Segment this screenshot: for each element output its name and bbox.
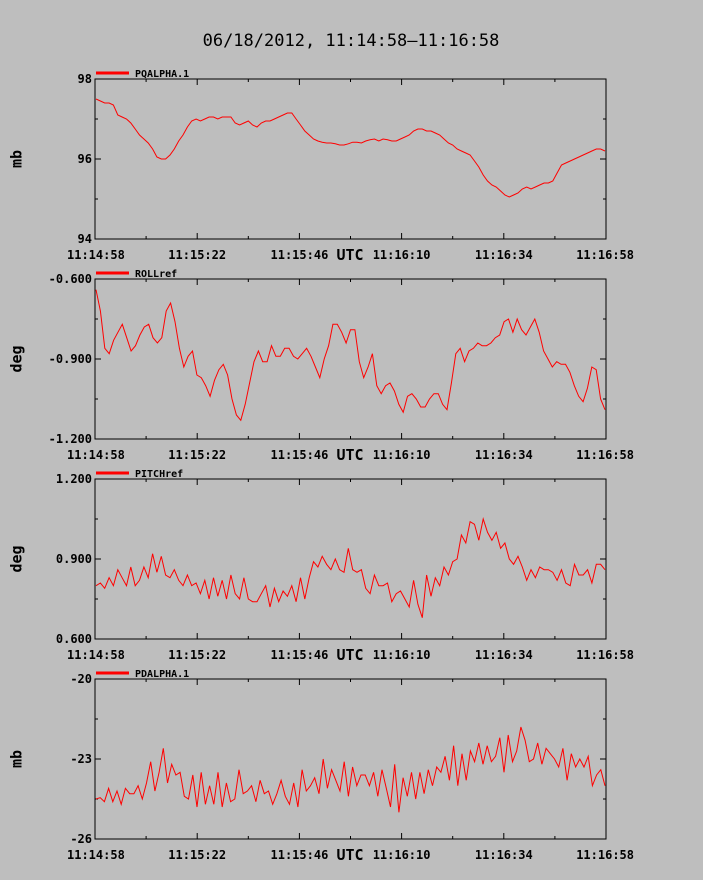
y-axis-label: deg xyxy=(8,545,26,572)
y-tick-label: 96 xyxy=(78,152,92,166)
x-tick-label: 11:16:58 xyxy=(576,648,634,662)
x-tick-label: 11:16:10 xyxy=(373,448,431,462)
legend-label: PQALPHA.1 xyxy=(135,69,189,80)
plot-frame xyxy=(94,78,607,240)
y-tick-label: -1.200 xyxy=(49,432,92,446)
chart-panels: PQALPHA.1 mb 98 96 94 11:14:58 11:15:22 11:15:4… xyxy=(8,69,635,864)
y-tick-label: 98 xyxy=(78,72,92,86)
chart-panel-3: PITCHref deg 1.200 0.900 0.600 11:14:58 11:15:… xyxy=(8,469,635,664)
x-tick-label: 11:16:10 xyxy=(373,248,431,262)
x-tick-label: 11:14:58 xyxy=(67,248,125,262)
x-tick-label: 11:15:22 xyxy=(168,248,226,262)
y-tick-label: 0.900 xyxy=(56,552,92,566)
x-tick-label: 11:16:34 xyxy=(475,248,533,262)
x-tick-label: 11:15:22 xyxy=(168,848,226,862)
x-tick-label: 11:15:46 xyxy=(271,448,329,462)
chart-panel-4: PDALPHA.1 mb -20 -23 -26 11:14:58 11:15:22 11:1… xyxy=(8,669,635,864)
x-axis-title: UTC xyxy=(336,646,363,664)
x-tick-label: 11:15:46 xyxy=(271,848,329,862)
y-axis-label: mb xyxy=(8,750,26,768)
x-axis-title: UTC xyxy=(336,846,363,864)
x-tick-label: 11:15:22 xyxy=(168,648,226,662)
x-tick-label: 11:15:46 xyxy=(271,648,329,662)
series-line xyxy=(95,289,606,422)
y-tick-label: 94 xyxy=(78,232,92,246)
y-tick-label: -0.600 xyxy=(49,272,92,286)
series-line xyxy=(95,98,606,198)
x-axis-title: UTC xyxy=(336,246,363,264)
page-title: 06/18/2012, 11:14:58–11:16:58 xyxy=(203,31,500,51)
x-tick-label: 11:14:58 xyxy=(67,848,125,862)
x-tick-label: 11:16:58 xyxy=(576,248,634,262)
chart-panel-1: PQALPHA.1 mb 98 96 94 11:14:58 11:15:22 11:15:4… xyxy=(8,69,635,264)
x-tick-label: 11:16:58 xyxy=(576,848,634,862)
series-line xyxy=(95,517,606,618)
x-tick-label: 11:16:34 xyxy=(475,848,533,862)
y-axis-label: deg xyxy=(8,345,26,372)
x-tick-label: 11:16:34 xyxy=(475,448,533,462)
y-tick-label: -26 xyxy=(70,832,92,846)
plot-frame xyxy=(94,678,607,840)
y-tick-label: -20 xyxy=(70,672,92,686)
plot-frame xyxy=(94,278,607,440)
y-tick-label: -0.900 xyxy=(49,352,92,366)
legend-label: PITCHref xyxy=(135,469,183,480)
series-line xyxy=(95,726,606,813)
y-tick-label: -23 xyxy=(70,752,92,766)
x-tick-label: 11:16:10 xyxy=(373,648,431,662)
x-tick-label: 11:16:34 xyxy=(475,648,533,662)
y-tick-label: 0.600 xyxy=(56,632,92,646)
legend-label: ROLLref xyxy=(135,269,177,280)
x-axis-title: UTC xyxy=(336,446,363,464)
legend-label: PDALPHA.1 xyxy=(135,669,189,680)
chart-panel-2: ROLLref deg -0.600 -0.900 -1.200 11:14:58 11:1… xyxy=(8,269,635,464)
x-tick-label: 11:16:58 xyxy=(576,448,634,462)
x-tick-label: 11:16:10 xyxy=(373,848,431,862)
x-tick-label: 11:15:46 xyxy=(271,248,329,262)
y-tick-label: 1.200 xyxy=(56,472,92,486)
x-tick-label: 11:15:22 xyxy=(168,448,226,462)
x-tick-label: 11:14:58 xyxy=(67,448,125,462)
y-axis-label: mb xyxy=(8,150,26,168)
x-tick-label: 11:14:58 xyxy=(67,648,125,662)
